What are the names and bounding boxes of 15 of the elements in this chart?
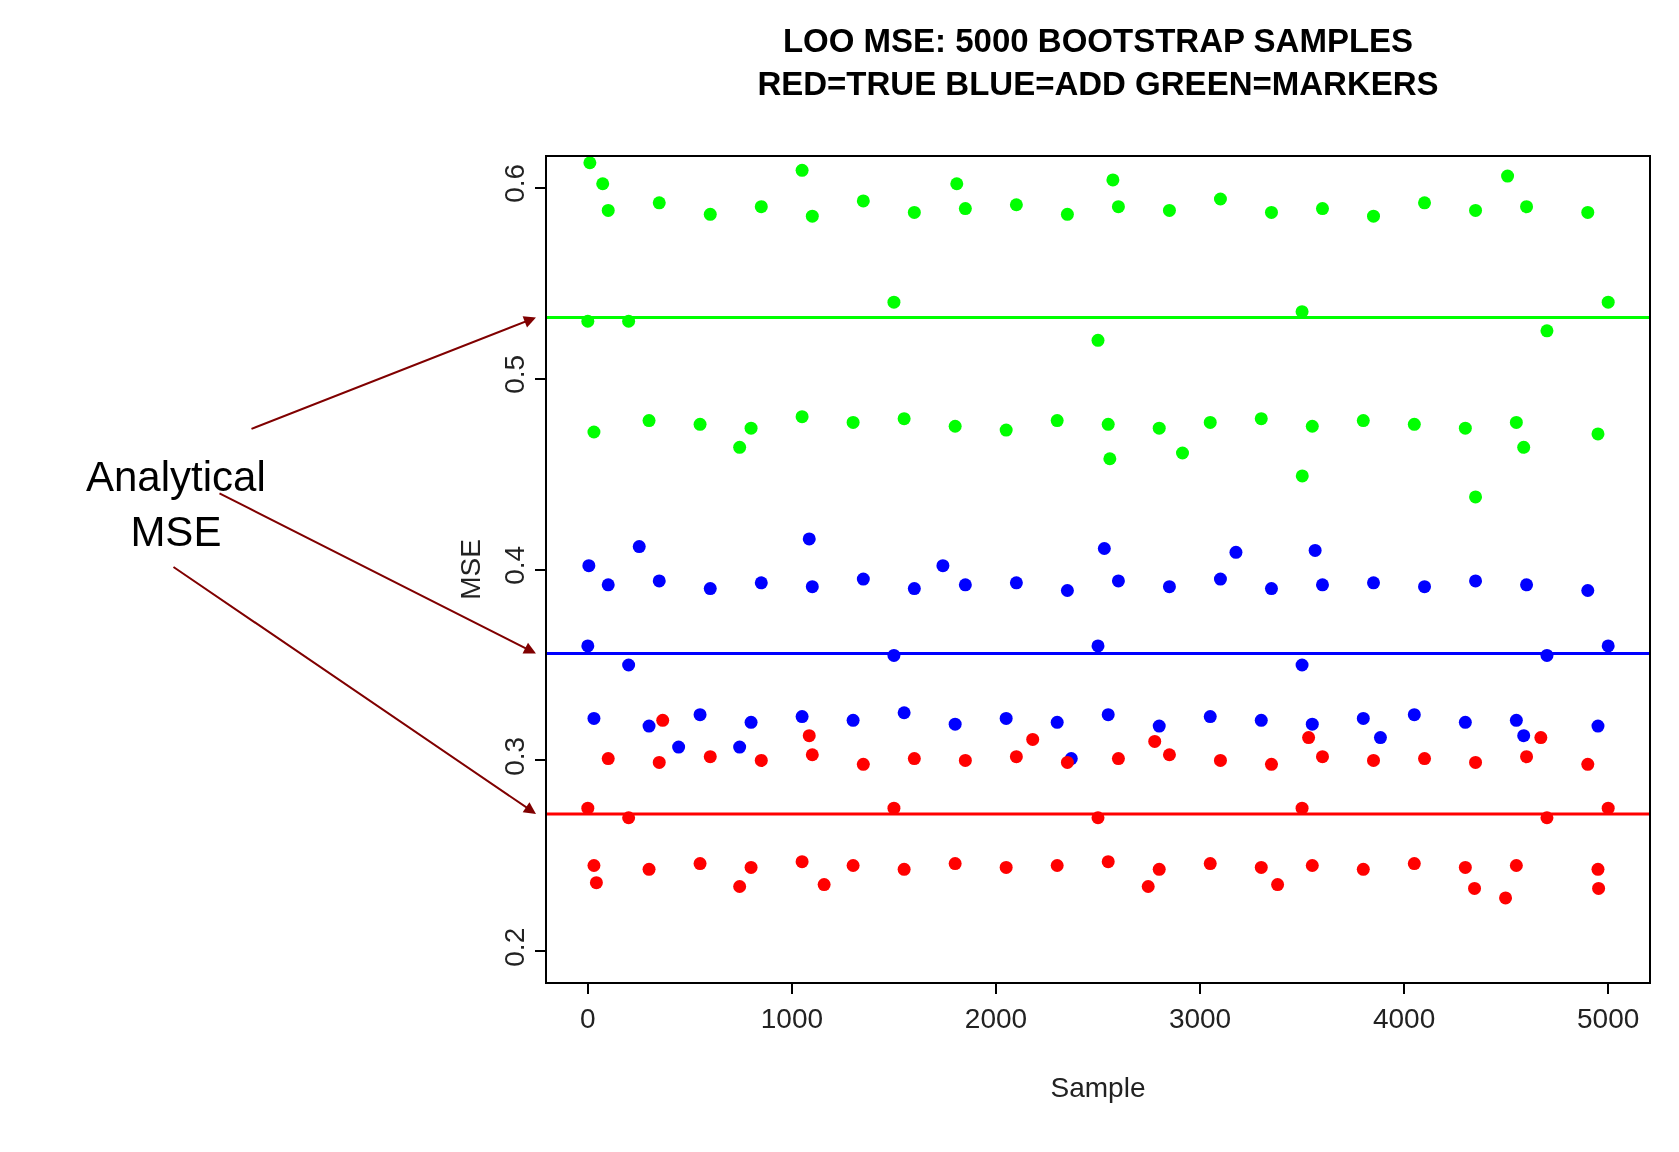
x-tick-label: 5000 [1577,1002,1640,1034]
text: Analytical MSE [86,453,266,555]
y-tick-label: 0.3 [498,736,530,776]
x-tick-label: 3000 [1168,1002,1232,1034]
chart-title: LOO MSE: 5000 BOOTSTRAP SAMPLES RED=TRUE BLUE=ADD GREEN=MARKERS [757,21,1439,102]
y-tick-label: 0.6 [498,163,530,203]
y-axis-title: MSE [455,539,486,600]
y-tick-label: 0.4 [498,545,530,585]
x-tick-label: 2000 [964,1002,1028,1034]
x-tick-label: 0 [580,1002,596,1034]
x-axis-title: Sample [1050,1072,1146,1104]
y-tick-label: 0.5 [498,354,530,394]
y-tick-label: 0.2 [498,927,530,967]
x-tick-label: 1000 [760,1002,824,1034]
x-tick-label: 4000 [1372,1002,1436,1034]
